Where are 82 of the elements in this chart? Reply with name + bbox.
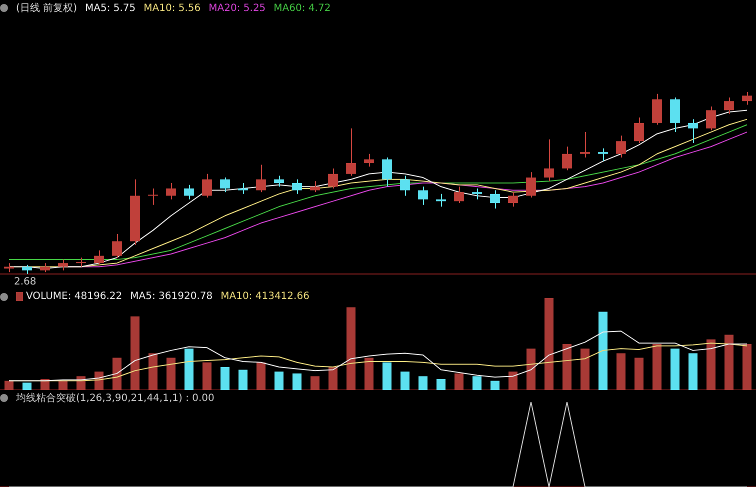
bar (220, 367, 230, 390)
bar (634, 358, 644, 390)
candlestick (544, 138, 554, 182)
candlestick (418, 186, 428, 206)
candlestick (616, 135, 626, 158)
candlestick (634, 116, 644, 144)
bar (526, 348, 536, 390)
candlestick (472, 188, 482, 200)
bar (310, 376, 320, 390)
candlestick (40, 262, 50, 273)
bar (472, 376, 482, 390)
candlestick (130, 178, 140, 246)
candlestick (490, 190, 500, 209)
bar (436, 378, 446, 390)
text: MA60: 4.72 (274, 2, 331, 14)
bar (256, 362, 266, 390)
bar (454, 373, 464, 390)
candlestick (22, 264, 32, 274)
bar (202, 362, 212, 390)
chart-title: (日线 前复权) (16, 2, 77, 15)
candlestick (148, 188, 158, 206)
bar (364, 358, 374, 390)
candlestick (400, 175, 410, 196)
candlestick (256, 164, 266, 193)
candlestick (562, 146, 572, 171)
bar (616, 353, 626, 390)
bar (562, 344, 572, 390)
candlestick (346, 128, 356, 176)
bar (724, 334, 734, 390)
bar (238, 370, 248, 390)
bar (328, 367, 338, 390)
candlestick (742, 92, 752, 106)
candlestick (580, 132, 590, 158)
candlestick (292, 178, 302, 194)
text: MA5: 5.75 (84, 2, 136, 14)
bar (544, 298, 554, 390)
bar (274, 372, 284, 390)
bar (4, 380, 14, 390)
candlestick (724, 96, 734, 114)
bar (706, 339, 716, 390)
bar (688, 353, 698, 390)
candlestick (310, 180, 320, 193)
candlestick (454, 186, 464, 204)
bar (58, 380, 68, 390)
bar (166, 358, 176, 390)
candlestick (652, 93, 662, 126)
bar (292, 373, 302, 390)
candlestick (112, 233, 122, 258)
candlestick (4, 262, 14, 273)
bar (112, 358, 122, 390)
bar (418, 376, 428, 390)
bar (22, 382, 32, 390)
text: 均线粘合突破(1,26,3,90,21,44,1,1) : 0.00 (16, 392, 214, 405)
legend-label: VOLUME: 48196.22 (26, 291, 122, 302)
bar (508, 372, 518, 390)
bar (742, 344, 752, 390)
bar (652, 344, 662, 390)
candlestick (220, 177, 230, 193)
bar (346, 307, 356, 390)
candlestick (508, 192, 518, 208)
bar (148, 353, 158, 390)
annotation: 2.68 (14, 276, 36, 288)
candlestick (706, 106, 716, 131)
text: MA5: 361920.78 (130, 291, 213, 302)
text: MA10: 413412.66 (220, 291, 310, 302)
bar (130, 316, 140, 390)
bar (598, 312, 608, 390)
bar (580, 348, 590, 390)
candlestick (688, 118, 698, 144)
bar (382, 362, 392, 390)
candlestick (598, 148, 608, 162)
candlestick (382, 157, 392, 188)
candlestick (526, 172, 536, 198)
bar (490, 380, 500, 390)
bar (184, 348, 194, 390)
bar (400, 372, 410, 390)
candlestick (238, 182, 248, 194)
text: MA20: 5.25 (208, 2, 266, 14)
bar (670, 348, 680, 390)
text: MA10: 5.56 (144, 2, 201, 14)
candlestick (670, 96, 680, 133)
candlestick (76, 257, 86, 268)
